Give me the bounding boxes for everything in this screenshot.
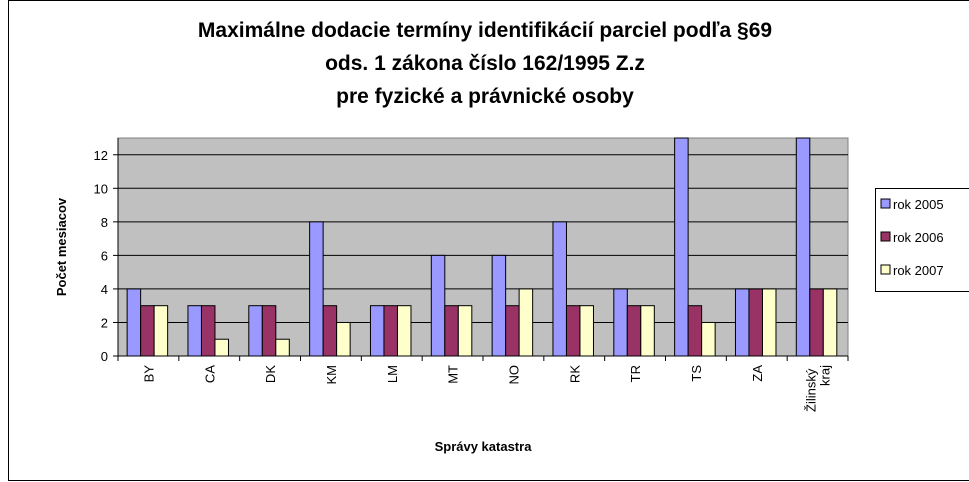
- bar: [275, 338, 290, 357]
- bar: [518, 288, 534, 357]
- legend-swatch: [880, 264, 891, 275]
- bar: [322, 305, 338, 357]
- bar: [336, 321, 351, 357]
- y-tick-label: 0: [101, 349, 108, 364]
- legend-swatch: [880, 231, 891, 242]
- x-axis-title: Správy katastra: [435, 439, 533, 454]
- y-tick-label: 12: [94, 148, 108, 163]
- bar: [444, 305, 459, 357]
- bar: [795, 137, 811, 357]
- chart-title: pre fyzické a právnické osoby: [336, 85, 634, 108]
- bar: [126, 288, 142, 357]
- x-tick-label: DK: [263, 365, 278, 383]
- x-tick-label: LM: [385, 365, 400, 383]
- legend-label: rok 2007: [893, 263, 944, 278]
- bar: [369, 305, 385, 357]
- bar: [140, 305, 155, 357]
- bar: [309, 221, 324, 357]
- bar: [200, 305, 216, 357]
- bar: [674, 137, 689, 357]
- bar: [214, 338, 229, 357]
- bar: [579, 305, 594, 357]
- bar: [491, 254, 507, 357]
- y-tick-label: 6: [101, 248, 108, 263]
- chart-title: Maximálne dodacie termíny identifikácií …: [198, 19, 772, 42]
- x-tick-label: ZA: [750, 365, 765, 382]
- legend-swatch: [880, 198, 891, 209]
- y-tick-label: 2: [101, 315, 108, 330]
- bar: [687, 305, 703, 357]
- bar: [248, 305, 263, 357]
- bar: [613, 288, 628, 357]
- x-tick-label: CA: [202, 365, 217, 383]
- bar: [457, 305, 473, 357]
- bar: [701, 321, 716, 357]
- bar: [552, 221, 567, 357]
- bar: [396, 305, 412, 357]
- bar: [761, 288, 777, 357]
- x-tick-label: NO: [506, 365, 521, 385]
- y-axis-title: Počet mesiacov: [54, 197, 69, 296]
- plot-area: [117, 137, 849, 357]
- legend-label: rok 2005: [893, 197, 944, 212]
- bar: [565, 305, 581, 357]
- bar: [261, 305, 277, 357]
- bar: [626, 305, 642, 357]
- bar: [822, 288, 838, 357]
- bar: [748, 288, 763, 357]
- bar: [153, 305, 169, 357]
- bar: [734, 288, 750, 357]
- x-tick-label: MT: [446, 365, 461, 384]
- x-tick-label: KM: [324, 365, 339, 385]
- y-tick-label: 4: [101, 282, 108, 297]
- bar: [640, 305, 655, 357]
- y-tick-label: 10: [94, 181, 108, 196]
- bar: [383, 305, 398, 357]
- x-tick-label: Žilinský kraj: [804, 365, 833, 412]
- bar: [809, 288, 824, 357]
- x-tick-label: BY: [141, 365, 156, 383]
- bar: [505, 305, 520, 357]
- bar: [430, 254, 446, 357]
- x-tick-label: RK: [567, 365, 582, 383]
- x-tick-label: TR: [628, 365, 643, 382]
- bar: [187, 305, 202, 357]
- y-tick-label: 8: [101, 215, 108, 230]
- legend-box: [875, 188, 969, 292]
- legend-label: rok 2006: [893, 230, 944, 245]
- chart-title: ods. 1 zákona číslo 162/1995 Z.z: [325, 52, 645, 75]
- x-tick-label: TS: [689, 365, 704, 382]
